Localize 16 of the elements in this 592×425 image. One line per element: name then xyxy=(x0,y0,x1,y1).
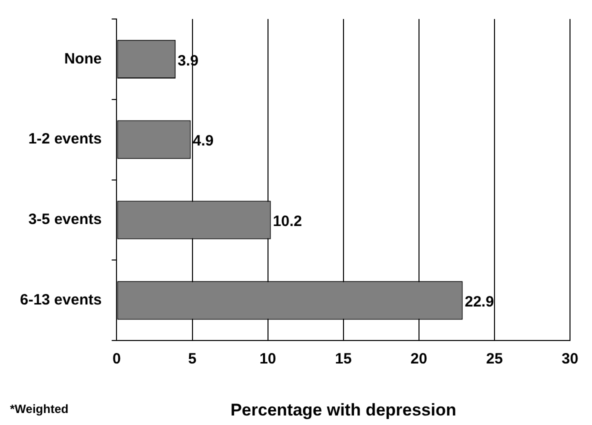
y-tick-label: 1-2 events xyxy=(28,130,102,148)
x-tick-label: 25 xyxy=(486,350,503,368)
data-label: 4.9 xyxy=(192,132,214,150)
y-tick-label: 6-13 events xyxy=(20,292,102,309)
data-label: 10.2 xyxy=(272,213,302,230)
y-tick-label: None xyxy=(64,50,102,68)
x-tick-label: 10 xyxy=(259,350,276,368)
x-tick-label: 5 xyxy=(188,350,196,368)
x-tick-label: 15 xyxy=(335,350,352,368)
text: *Weighted xyxy=(10,402,68,416)
x-tick-label: 30 xyxy=(562,350,578,368)
y-tick-label: 3-5 events xyxy=(28,211,102,228)
x-tick-label: 0 xyxy=(112,350,121,368)
x-axis-title: Percentage with depression xyxy=(230,400,456,420)
data-label: 22.9 xyxy=(464,294,494,311)
x-tick-label: 20 xyxy=(410,350,428,368)
